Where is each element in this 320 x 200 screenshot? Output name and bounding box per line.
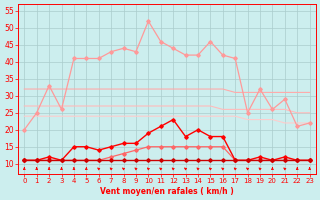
X-axis label: Vent moyen/en rafales ( km/h ): Vent moyen/en rafales ( km/h )	[100, 187, 234, 196]
